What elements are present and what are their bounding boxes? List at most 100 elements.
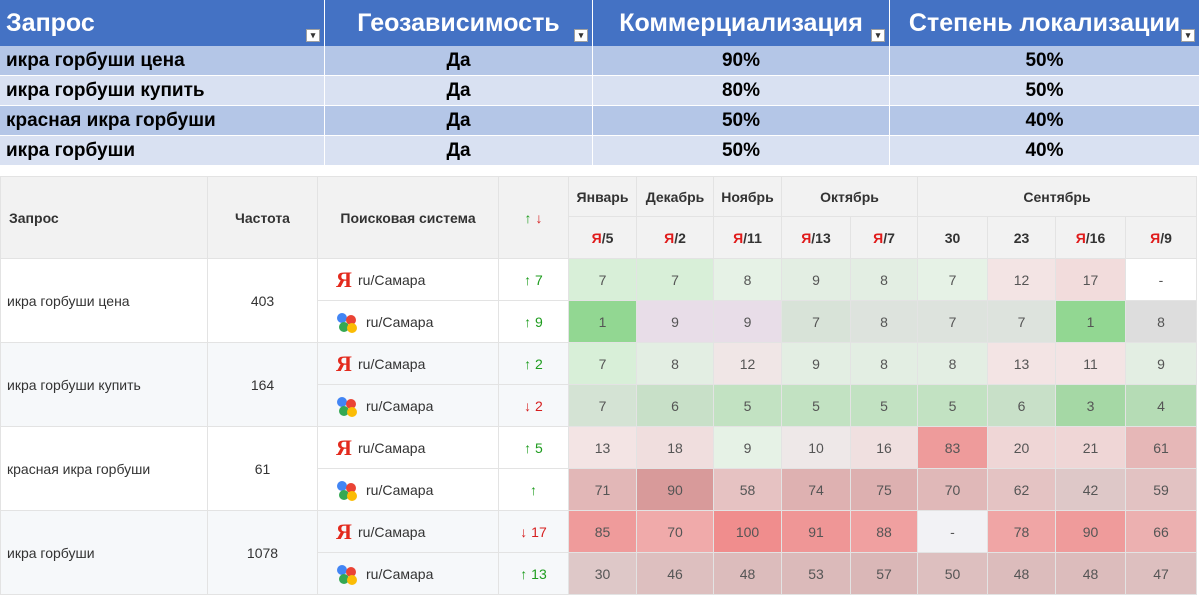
- query-cell[interactable]: икра горбуши: [0, 510, 208, 595]
- position-cell[interactable]: 53: [781, 552, 851, 595]
- position-cell[interactable]: 8: [636, 342, 714, 385]
- position-cell[interactable]: 90: [636, 468, 714, 511]
- position-cell[interactable]: 6: [636, 384, 714, 427]
- position-cell[interactable]: 47: [1125, 552, 1197, 595]
- frequency-cell[interactable]: 61: [207, 426, 318, 511]
- filter-dropdown-icon[interactable]: ▾: [306, 29, 320, 42]
- query-cell[interactable]: красная икра горбуши: [0, 426, 208, 511]
- cell-geo[interactable]: Да: [325, 136, 593, 166]
- position-cell[interactable]: 50: [917, 552, 988, 595]
- cell-localization[interactable]: 50%: [890, 76, 1200, 106]
- query-cell[interactable]: икра горбуши купить: [0, 342, 208, 427]
- header-frequency[interactable]: Частота: [207, 176, 318, 259]
- position-cell[interactable]: 8: [1125, 300, 1197, 343]
- position-cell[interactable]: 42: [1055, 468, 1126, 511]
- cell-query[interactable]: икра горбуши: [0, 136, 325, 166]
- filter-dropdown-icon[interactable]: ▾: [574, 29, 588, 42]
- position-cell[interactable]: 8: [850, 258, 918, 301]
- position-cell[interactable]: 48: [713, 552, 782, 595]
- position-cell[interactable]: 7: [568, 342, 637, 385]
- position-cell[interactable]: 13: [568, 426, 637, 469]
- position-cell[interactable]: 83: [917, 426, 988, 469]
- position-cell[interactable]: 100: [713, 510, 782, 553]
- position-cell[interactable]: 13: [987, 342, 1056, 385]
- cell-geo[interactable]: Да: [325, 76, 593, 106]
- engine-cell[interactable]: ru/Самара: [317, 552, 499, 595]
- position-cell[interactable]: -: [917, 510, 988, 553]
- frequency-cell[interactable]: 164: [207, 342, 318, 427]
- position-cell[interactable]: 74: [781, 468, 851, 511]
- position-cell[interactable]: 3: [1055, 384, 1126, 427]
- position-cell[interactable]: 90: [1055, 510, 1126, 553]
- header-localization[interactable]: Степень локализации ▾: [890, 0, 1200, 46]
- cell-commercial[interactable]: 50%: [593, 136, 890, 166]
- position-cell[interactable]: 21: [1055, 426, 1126, 469]
- position-cell[interactable]: 7: [781, 300, 851, 343]
- position-cell[interactable]: 61: [1125, 426, 1197, 469]
- frequency-cell[interactable]: 1078: [207, 510, 318, 595]
- cell-localization[interactable]: 40%: [890, 106, 1200, 136]
- position-cell[interactable]: 11: [1055, 342, 1126, 385]
- header-change[interactable]: ↑ ↓: [498, 176, 569, 259]
- header-geo[interactable]: Геозависимость ▾: [325, 0, 593, 46]
- position-cell[interactable]: 7: [917, 300, 988, 343]
- cell-query[interactable]: икра горбуши цена: [0, 46, 325, 76]
- position-cell[interactable]: 10: [781, 426, 851, 469]
- position-cell[interactable]: 7: [636, 258, 714, 301]
- position-cell[interactable]: 17: [1055, 258, 1126, 301]
- position-cell[interactable]: 12: [987, 258, 1056, 301]
- position-cell[interactable]: 30: [568, 552, 637, 595]
- engine-cell[interactable]: ru/Самара: [317, 468, 499, 511]
- position-cell[interactable]: 9: [1125, 342, 1197, 385]
- cell-geo[interactable]: Да: [325, 106, 593, 136]
- position-cell[interactable]: 5: [713, 384, 782, 427]
- position-cell[interactable]: 57: [850, 552, 918, 595]
- position-cell[interactable]: 91: [781, 510, 851, 553]
- position-cell[interactable]: 48: [987, 552, 1056, 595]
- position-cell[interactable]: 1: [1055, 300, 1126, 343]
- position-cell[interactable]: 7: [987, 300, 1056, 343]
- position-cell[interactable]: 78: [987, 510, 1056, 553]
- position-cell[interactable]: 12: [713, 342, 782, 385]
- cell-query[interactable]: красная икра горбуши: [0, 106, 325, 136]
- position-cell[interactable]: 18: [636, 426, 714, 469]
- position-cell[interactable]: 20: [987, 426, 1056, 469]
- filter-dropdown-icon[interactable]: ▾: [871, 29, 885, 42]
- position-cell[interactable]: 5: [850, 384, 918, 427]
- filter-dropdown-icon[interactable]: ▾: [1181, 29, 1195, 42]
- header-query[interactable]: Запрос: [0, 176, 208, 259]
- position-cell[interactable]: 8: [917, 342, 988, 385]
- cell-localization[interactable]: 40%: [890, 136, 1200, 166]
- position-cell[interactable]: 1: [568, 300, 637, 343]
- header-commercial[interactable]: Коммерциализация ▾: [593, 0, 890, 46]
- position-cell[interactable]: 9: [781, 258, 851, 301]
- cell-geo[interactable]: Да: [325, 46, 593, 76]
- position-cell[interactable]: 58: [713, 468, 782, 511]
- cell-commercial[interactable]: 90%: [593, 46, 890, 76]
- frequency-cell[interactable]: 403: [207, 258, 318, 343]
- position-cell[interactable]: 59: [1125, 468, 1197, 511]
- position-cell[interactable]: 9: [713, 426, 782, 469]
- position-cell[interactable]: 85: [568, 510, 637, 553]
- position-cell[interactable]: 9: [636, 300, 714, 343]
- position-cell[interactable]: 7: [568, 384, 637, 427]
- position-cell[interactable]: 16: [850, 426, 918, 469]
- position-cell[interactable]: 75: [850, 468, 918, 511]
- position-cell[interactable]: 71: [568, 468, 637, 511]
- position-cell[interactable]: 8: [850, 300, 918, 343]
- position-cell[interactable]: -: [1125, 258, 1197, 301]
- position-cell[interactable]: 48: [1055, 552, 1126, 595]
- cell-commercial[interactable]: 50%: [593, 106, 890, 136]
- position-cell[interactable]: 70: [917, 468, 988, 511]
- cell-query[interactable]: икра горбуши купить: [0, 76, 325, 106]
- header-query[interactable]: Запрос ▾: [0, 0, 325, 46]
- position-cell[interactable]: 88: [850, 510, 918, 553]
- position-cell[interactable]: 9: [781, 342, 851, 385]
- position-cell[interactable]: 8: [850, 342, 918, 385]
- position-cell[interactable]: 66: [1125, 510, 1197, 553]
- position-cell[interactable]: 7: [568, 258, 637, 301]
- cell-localization[interactable]: 50%: [890, 46, 1200, 76]
- position-cell[interactable]: 4: [1125, 384, 1197, 427]
